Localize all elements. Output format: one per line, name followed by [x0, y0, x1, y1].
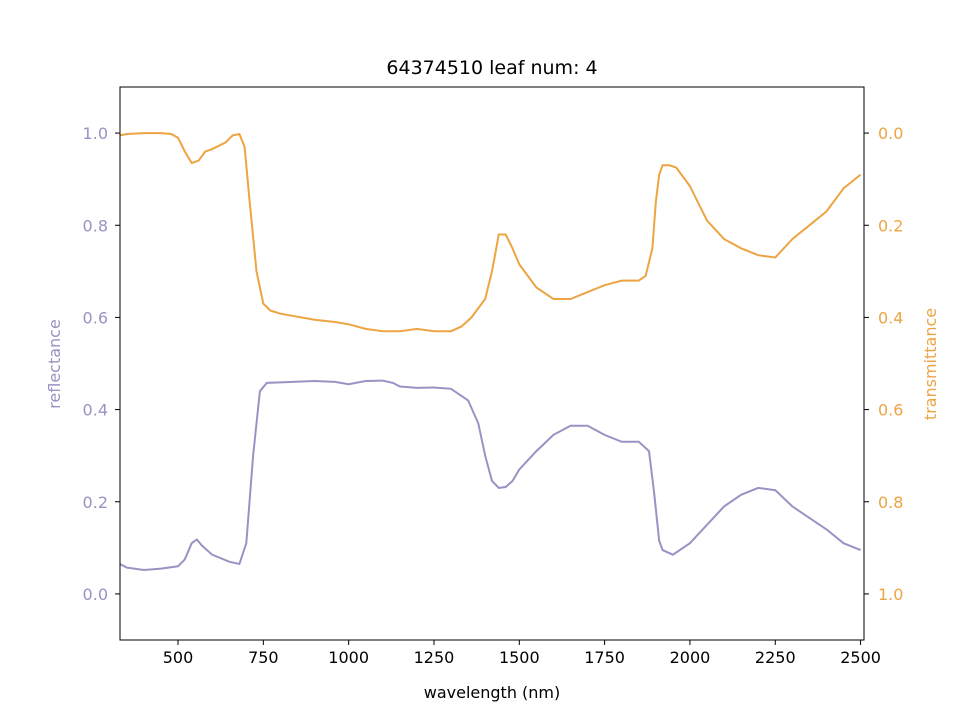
reflectance-series-line — [119, 379, 861, 572]
x-tick-label: 2250 — [755, 648, 796, 667]
reflectance-tick-label: 0.4 — [83, 401, 108, 420]
transmittance-axis-title: transmittance — [921, 308, 940, 420]
x-tick-label: 2500 — [840, 648, 881, 667]
reflectance-tick-label: 0.2 — [83, 493, 108, 512]
reflectance-tick-label: 0.6 — [83, 308, 108, 327]
transmittance-axis: 0.0 0.2 0.4 0.6 0.8 1.0 — [864, 124, 903, 604]
transmittance-series-line — [119, 132, 862, 333]
plot-area — [119, 132, 862, 572]
x-axis-title: wavelength (nm) — [424, 683, 561, 702]
x-tick-label: 1750 — [584, 648, 625, 667]
reflectance-axis-title: reflectance — [45, 319, 64, 409]
x-tick-label: 750 — [248, 648, 279, 667]
reflectance-tick-label: 0.0 — [83, 585, 108, 604]
x-tick-label: 1000 — [328, 648, 369, 667]
x-tick-label: 500 — [163, 648, 194, 667]
chart-title: 64374510 leaf num: 4 — [386, 57, 597, 79]
transmittance-tick-label: 0.6 — [878, 401, 903, 420]
reflectance-tick-label: 0.8 — [83, 216, 108, 235]
x-axis: 500 750 1000 1250 1500 1750 2000 2250 2500 — [163, 640, 881, 667]
transmittance-tick-label: 1.0 — [878, 585, 903, 604]
transmittance-tick-label: 0.0 — [878, 124, 903, 143]
x-tick-label: 1250 — [414, 648, 455, 667]
reflectance-tick-label: 1.0 — [83, 124, 108, 143]
x-tick-label: 1500 — [499, 648, 540, 667]
transmittance-tick-label: 0.2 — [878, 216, 903, 235]
transmittance-tick-label: 0.4 — [878, 308, 903, 327]
transmittance-tick-label: 0.8 — [878, 493, 903, 512]
x-tick-label: 2000 — [670, 648, 711, 667]
reflectance-axis: 0.0 0.2 0.4 0.6 0.8 1.0 — [83, 124, 120, 604]
plot-frame — [119, 86, 865, 641]
